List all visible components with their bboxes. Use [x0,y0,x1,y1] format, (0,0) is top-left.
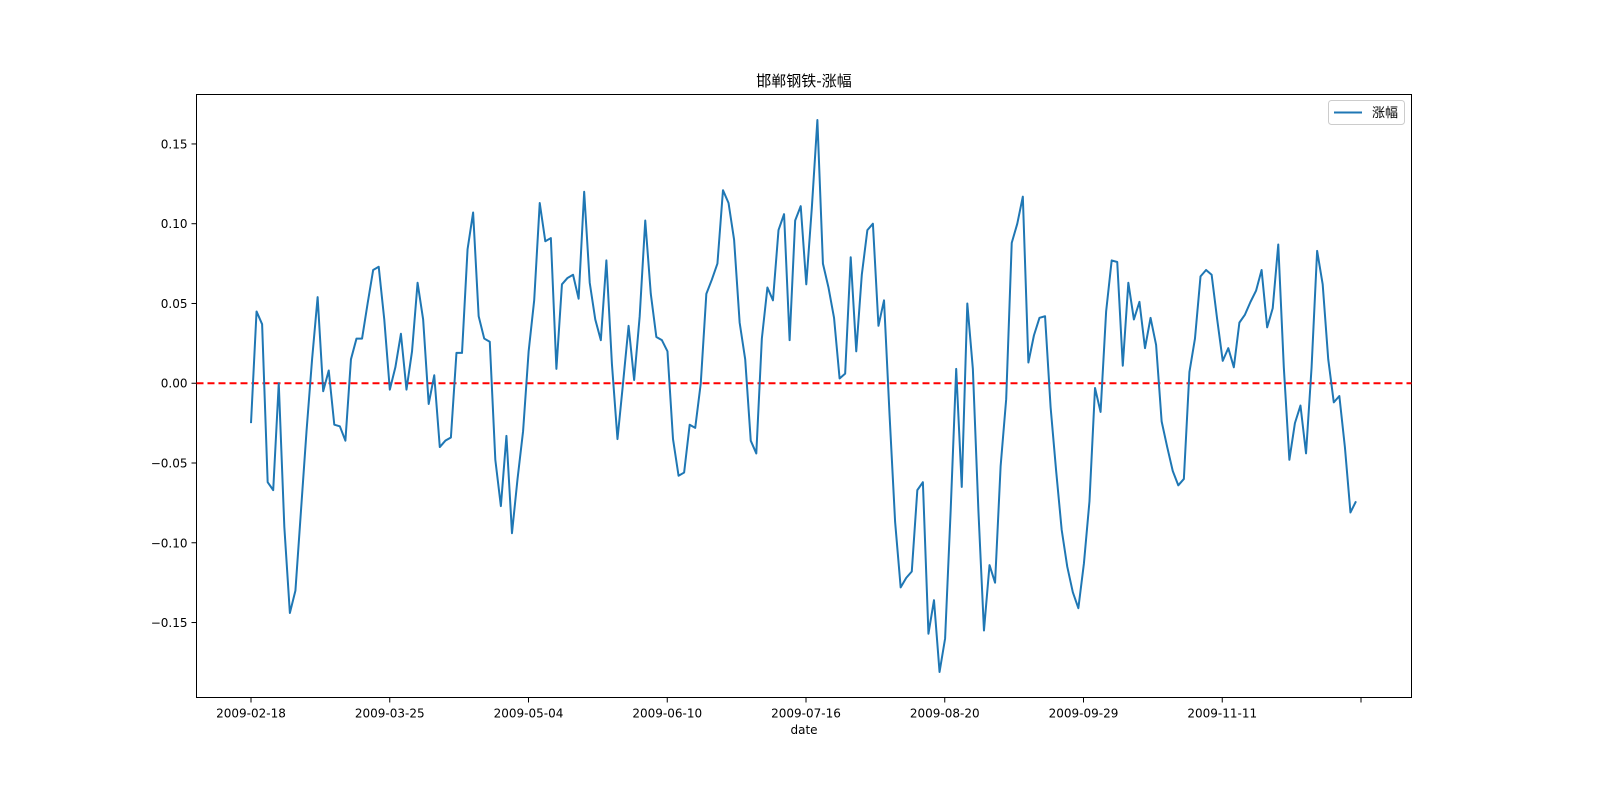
x-tick-label: 2009-06-10 [632,707,702,721]
x-tick-label: 2009-02-18 [216,707,286,721]
series-line-zhangfu [250,119,1357,673]
y-tick-label: 0.15 [161,137,188,151]
x-tick-label: 2009-03-25 [355,707,425,721]
plot-area-frame [196,94,1412,698]
y-axis: −0.15 −0.10 −0.05 0.00 0.05 0.10 0.15 [151,137,197,630]
y-tick-label: −0.10 [151,536,188,550]
x-tick-label: 2009-09-29 [1049,707,1119,721]
y-tick-label: −0.15 [151,616,188,630]
x-tick-label: 2009-07-16 [771,707,841,721]
x-tick-label: 2009-11-11 [1187,707,1257,721]
y-tick-label: 0.00 [161,377,188,391]
legend-label: 涨幅 [1372,106,1398,121]
legend: 涨幅 [1328,100,1405,125]
y-tick-label: −0.05 [151,457,188,471]
x-tick-label: 2009-08-20 [910,707,980,721]
y-tick-label: 0.10 [161,217,188,231]
y-tick-label: 0.05 [161,297,188,311]
x-axis-label: date [790,723,817,737]
legend-box [1328,100,1405,125]
x-tick-label: 2009-05-04 [494,707,564,721]
x-axis: 2009-02-18 2009-03-25 2009-05-04 2009-06-10… [216,697,1362,721]
chart-title: 邯郸钢铁-涨幅 [756,72,851,90]
